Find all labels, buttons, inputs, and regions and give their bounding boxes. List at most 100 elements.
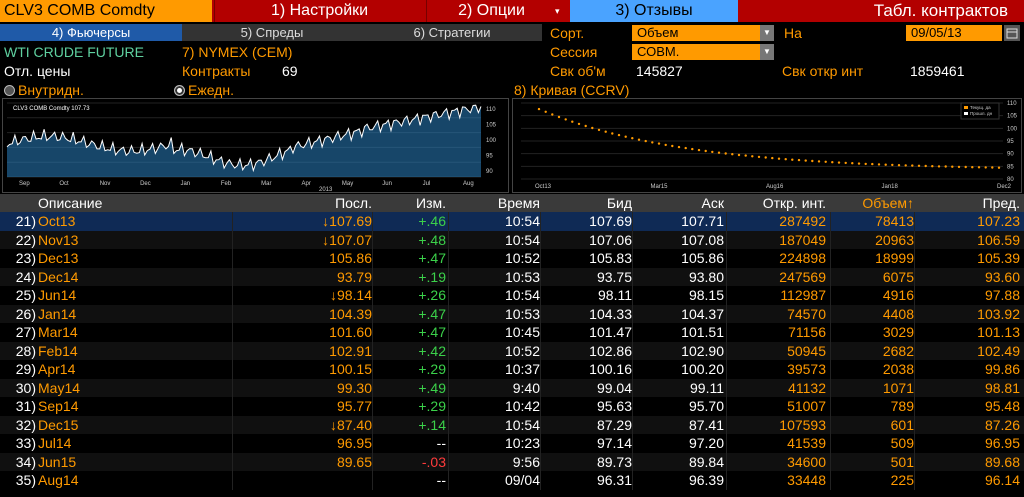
column-divider — [540, 341, 541, 360]
cell-description[interactable]: Dec13 — [38, 250, 79, 266]
column-divider — [448, 471, 449, 490]
curve-point — [931, 165, 934, 168]
menu-options[interactable]: 2) Опции — [426, 0, 556, 22]
cell-previous: 93.60 — [984, 268, 1020, 285]
table-row[interactable]: 33) Jul14 96.95 -- 10:23 97.14 97.20 41539 509 96… — [0, 434, 1024, 453]
col-ask[interactable]: Аск — [701, 195, 724, 211]
menu-settings[interactable]: 1) Настройки — [214, 0, 424, 22]
session-dropdown-icon[interactable]: ▼ — [760, 44, 774, 60]
curve-point — [597, 128, 601, 132]
options-dropdown-icon[interactable]: ▾ — [555, 6, 560, 16]
cell-description[interactable]: Jun15 — [38, 453, 77, 470]
cell-previous: 95.48 — [984, 398, 1020, 414]
column-divider — [372, 323, 373, 342]
tab-futures[interactable]: 4) Фьючерсы — [0, 24, 182, 41]
menu-feedback[interactable]: 3) Отзывы — [570, 0, 738, 22]
cell-description[interactable]: Oct13 — [38, 213, 76, 229]
curve-point — [737, 153, 741, 157]
forward-curve-chart[interactable]: Текущ. да Прошл. дн 110 105 100 95 90 85 80 Oct13… — [512, 98, 1022, 193]
column-divider — [726, 286, 727, 305]
column-divider — [632, 286, 633, 305]
row-number: 26) — [15, 305, 36, 322]
table-row[interactable]: 26) Jan14 104.39 +.47 10:53 104.33 104.37 74570… — [0, 304, 1024, 323]
cell-description[interactable]: May14 — [38, 379, 81, 396]
table-row[interactable]: 30) May14 99.30 +.49 9:40 99.04 99.11 41132 1071… — [0, 378, 1024, 397]
cell-description[interactable]: Mar14 — [38, 324, 78, 340]
price-history-chart[interactable]: CLV3 COMB Comdty 107.73 110 105 100 95 90 Sep O… — [2, 98, 509, 193]
price-label: Отл. цены — [4, 63, 71, 79]
cell-description[interactable]: Sep14 — [38, 398, 79, 414]
x-tick-label: Aug16 — [766, 184, 784, 190]
y-tick-label: 110 — [1007, 101, 1017, 107]
table-row[interactable]: 29) Apr14 100.15 +.29 10:37 100.16 100.20 39573… — [0, 360, 1024, 379]
column-divider — [830, 471, 831, 490]
sort-dropdown-icon[interactable]: ▼ — [760, 25, 774, 41]
row-number: 23) — [15, 250, 36, 266]
radio-daily-label: Ежедн. — [188, 82, 234, 98]
curve-point — [671, 144, 674, 148]
cell-description[interactable]: Aug14 — [38, 472, 79, 488]
tab-strategies[interactable]: 6) Стратегии — [362, 24, 542, 41]
cell-description[interactable]: Nov13 — [38, 231, 79, 248]
col-description[interactable]: Описание — [38, 195, 103, 211]
ticker-label: CLV3 COMB Comdty — [0, 0, 212, 22]
cell-description[interactable]: Jul14 — [38, 435, 72, 451]
col-time[interactable]: Время — [497, 195, 540, 211]
cell-previous: 98.81 — [984, 379, 1020, 396]
cell-description[interactable]: Dec14 — [38, 268, 79, 285]
col-change[interactable]: Изм. — [416, 195, 446, 211]
table-row[interactable]: 24) Dec14 93.79 +.19 10:53 93.75 93.80 247569 60… — [0, 267, 1024, 286]
column-divider — [726, 415, 727, 434]
curve-point — [911, 164, 914, 167]
row-number: 33) — [15, 435, 36, 451]
column-divider — [914, 471, 915, 490]
cell-description[interactable]: Jun14 — [38, 287, 77, 303]
curve-point — [917, 164, 921, 167]
cell-description[interactable]: Jan14 — [38, 305, 77, 322]
curve-point — [577, 122, 581, 126]
col-volume[interactable]: Объем↑ — [830, 194, 914, 212]
col-last[interactable]: Посл. — [335, 195, 372, 211]
calendar-icon[interactable] — [1004, 25, 1020, 41]
sort-select[interactable]: Объем — [632, 25, 760, 41]
exchange-link[interactable]: 7) NYMEX (CEM) — [182, 44, 293, 60]
column-divider — [914, 341, 915, 360]
curve-title[interactable]: 8) Кривая (CCRV) — [514, 82, 630, 98]
cell-description[interactable]: Apr14 — [38, 361, 76, 377]
table-row[interactable]: 34) Jun15 89.65 -.03 9:56 89.73 89.84 34600 501 8… — [0, 452, 1024, 471]
column-divider — [232, 452, 233, 471]
column-divider — [540, 471, 541, 490]
table-row[interactable]: 32) Dec15 ↓87.40 +.14 10:54 87.29 87.41 107593 6… — [0, 415, 1024, 434]
table-row[interactable]: 31) Sep14 95.77 +.29 10:42 95.63 95.70 51007 789… — [0, 397, 1024, 416]
table-row[interactable]: 28) Feb14 102.91 +.42 10:52 102.86 102.90 50945… — [0, 341, 1024, 360]
date-input[interactable]: 09/05/13 — [906, 25, 1002, 41]
table-row[interactable]: 22) Nov13 ↓107.07 +.48 10:54 107.06 107.08 1870… — [0, 230, 1024, 249]
column-divider — [448, 452, 449, 471]
curve-point — [937, 165, 941, 168]
cell-open-interest: 71156 — [788, 324, 826, 340]
column-divider — [726, 304, 727, 323]
table-row[interactable]: 27) Mar14 101.60 +.47 10:45 101.47 101.51 71156… — [0, 323, 1024, 342]
tab-spreads[interactable]: 5) Спреды — [182, 24, 362, 41]
y-tick-label: 105 — [486, 123, 497, 129]
col-open-interest[interactable]: Откр. инт. — [762, 195, 826, 211]
table-row[interactable]: 23) Dec13 105.86 +.47 10:52 105.83 105.86 22489… — [0, 249, 1024, 268]
cell-ask: 107.08 — [681, 231, 724, 248]
cell-description[interactable]: Feb14 — [38, 342, 78, 359]
radio-intraday[interactable]: Внутридн. — [4, 82, 84, 98]
table-row[interactable]: 35) Aug14 -- 09/04 96.31 96.39 33448 225 96.14 — [0, 471, 1024, 490]
col-previous[interactable]: Пред. — [982, 195, 1020, 211]
cell-change: +.14 — [418, 416, 446, 433]
column-divider — [232, 323, 233, 342]
cell-ask: 89.84 — [688, 453, 724, 470]
session-select[interactable]: СОВМ. — [632, 44, 760, 60]
cell-description[interactable]: Dec15 — [38, 416, 79, 433]
column-divider — [726, 267, 727, 286]
column-divider — [632, 360, 633, 379]
table-row[interactable]: 21) Oct13 ↓107.69 +.46 10:54 107.69 107.71 2874… — [0, 212, 1024, 231]
radio-daily[interactable]: Ежедн. — [174, 82, 234, 98]
column-divider — [632, 415, 633, 434]
col-bid[interactable]: Бид — [606, 195, 632, 211]
curve-legend-label: Текущ. да — [970, 105, 991, 110]
table-row[interactable]: 25) Jun14 ↓98.14 +.26 10:54 98.11 98.15 112987 4… — [0, 286, 1024, 305]
